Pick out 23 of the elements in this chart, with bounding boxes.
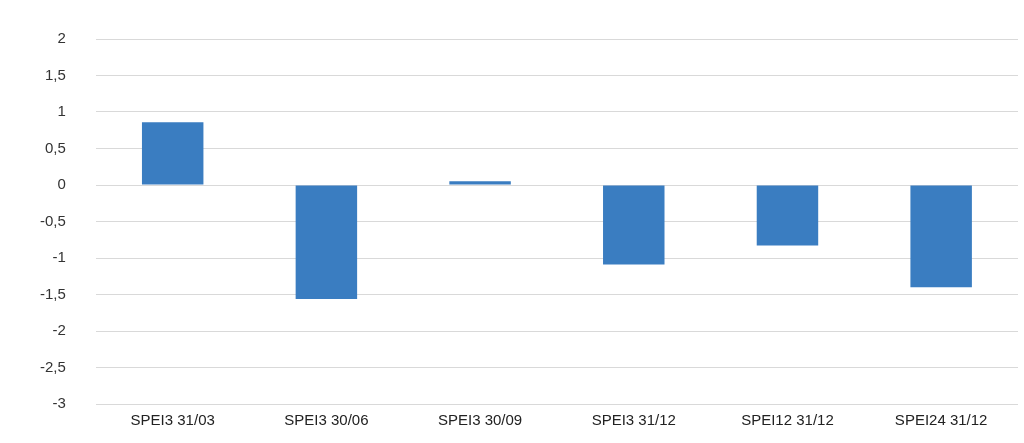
y-tick-label: -0,5 [39, 211, 66, 229]
x-tick-label: SPEI12 31/12 [741, 411, 834, 429]
bar [910, 185, 972, 288]
bar [449, 181, 511, 185]
x-tick-label: SPEI24 31/12 [894, 411, 988, 429]
y-tick-label: -2 [52, 321, 66, 339]
y-tick-label: 1 [57, 102, 66, 120]
y-tick-label: 0 [57, 175, 66, 193]
bar [603, 185, 665, 265]
x-tick-label: SPEI3 31/12 [591, 411, 676, 429]
y-tick-label: 2 [57, 29, 66, 47]
y-tick-label: -2,5 [39, 357, 66, 375]
y-tick-label: -1 [52, 248, 66, 266]
bar [756, 185, 819, 246]
y-tick-label: 1,5 [44, 65, 66, 83]
x-tick-label: SPEI3 30/09 [437, 411, 523, 429]
bar [141, 122, 204, 185]
bar [295, 185, 358, 299]
y-tick-label: 0,5 [44, 138, 66, 156]
y-tick-label: -1,5 [39, 284, 66, 302]
y-tick-label: -3 [52, 394, 66, 412]
x-tick-label: SPEI3 31/03 [130, 411, 215, 429]
x-tick-label: SPEI3 30/06 [284, 411, 369, 429]
